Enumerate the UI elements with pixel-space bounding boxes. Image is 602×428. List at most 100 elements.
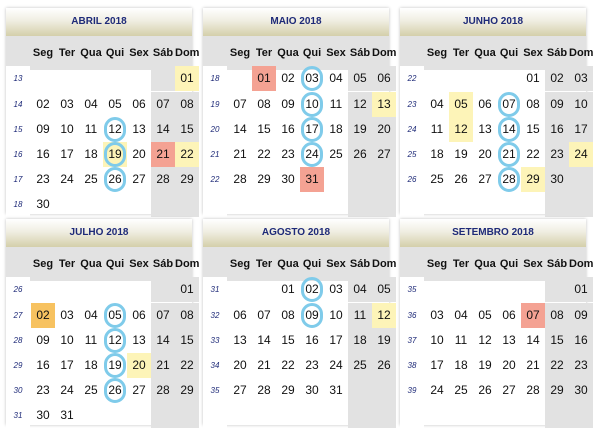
day-cell[interactable]: 13 xyxy=(132,122,146,136)
day-cell[interactable]: 26 xyxy=(103,378,127,403)
day-cell[interactable]: 10 xyxy=(569,92,593,117)
day-cell[interactable]: 29 xyxy=(175,167,199,192)
day-cell[interactable]: 29 xyxy=(521,167,545,192)
day-cell[interactable]: 07 xyxy=(151,303,175,328)
day-cell[interactable]: 16 xyxy=(569,328,593,353)
day-cell[interactable]: 29 xyxy=(257,172,271,186)
day-cell[interactable]: 10 xyxy=(329,308,343,322)
day-cell[interactable]: 01 xyxy=(526,71,540,85)
day-cell[interactable]: 18 xyxy=(348,328,372,353)
day-cell[interactable]: 06 xyxy=(132,97,146,111)
day-cell[interactable]: 17 xyxy=(430,358,444,372)
day-cell[interactable]: 21 xyxy=(526,358,540,372)
day-cell[interactable]: 09 xyxy=(36,333,50,347)
day-cell[interactable]: 04 xyxy=(84,308,98,322)
day-cell[interactable]: 23 xyxy=(545,142,569,167)
day-cell[interactable]: 01 xyxy=(175,66,199,91)
day-cell[interactable]: 23 xyxy=(305,358,319,372)
day-cell[interactable]: 20 xyxy=(127,353,151,378)
day-cell[interactable]: 04 xyxy=(329,71,343,85)
day-cell[interactable]: 03 xyxy=(329,282,343,296)
day-cell[interactable]: 19 xyxy=(478,358,492,372)
day-cell[interactable]: 12 xyxy=(372,303,396,328)
day-cell[interactable]: 25 xyxy=(84,172,98,186)
day-cell[interactable]: 02 xyxy=(31,303,55,328)
day-cell[interactable]: 10 xyxy=(430,333,444,347)
day-cell[interactable]: 01 xyxy=(175,277,199,302)
day-cell[interactable]: 24 xyxy=(60,172,74,186)
day-cell[interactable]: 11 xyxy=(84,333,98,347)
day-cell[interactable]: 03 xyxy=(60,97,74,111)
day-cell[interactable]: 09 xyxy=(36,122,50,136)
day-cell[interactable]: 13 xyxy=(233,333,247,347)
day-cell[interactable]: 13 xyxy=(372,92,396,117)
day-cell[interactable]: 05 xyxy=(478,308,492,322)
day-cell[interactable]: 20 xyxy=(233,358,247,372)
day-cell[interactable]: 02 xyxy=(281,71,295,85)
day-cell[interactable]: 30 xyxy=(36,408,50,422)
day-cell[interactable]: 08 xyxy=(257,97,271,111)
day-cell[interactable]: 28 xyxy=(257,383,271,397)
day-cell[interactable]: 15 xyxy=(545,328,569,353)
day-cell[interactable]: 16 xyxy=(545,117,569,142)
day-cell[interactable]: 12 xyxy=(478,333,492,347)
day-cell[interactable]: 06 xyxy=(372,66,396,91)
day-cell[interactable]: 24 xyxy=(60,383,74,397)
day-cell[interactable]: 29 xyxy=(281,383,295,397)
day-cell[interactable]: 16 xyxy=(281,122,295,136)
day-cell[interactable]: 01 xyxy=(569,277,593,302)
day-cell[interactable]: 23 xyxy=(569,353,593,378)
day-cell[interactable]: 23 xyxy=(36,383,50,397)
day-cell[interactable]: 04 xyxy=(348,277,372,302)
day-cell[interactable]: 30 xyxy=(281,172,295,186)
day-cell[interactable]: 27 xyxy=(132,383,146,397)
day-cell[interactable]: 19 xyxy=(372,328,396,353)
day-cell[interactable]: 27 xyxy=(233,383,247,397)
day-cell[interactable]: 14 xyxy=(151,117,175,142)
day-cell[interactable]: 30 xyxy=(569,378,593,403)
day-cell[interactable]: 25 xyxy=(454,383,468,397)
day-cell[interactable]: 23 xyxy=(36,172,50,186)
day-cell[interactable]: 12 xyxy=(103,328,127,353)
day-cell[interactable]: 15 xyxy=(257,122,271,136)
day-cell[interactable]: 07 xyxy=(497,92,521,117)
day-cell[interactable]: 05 xyxy=(348,66,372,91)
day-cell[interactable]: 23 xyxy=(281,147,295,161)
day-cell[interactable]: 22 xyxy=(526,147,540,161)
day-cell[interactable]: 21 xyxy=(233,147,247,161)
day-cell[interactable]: 19 xyxy=(103,353,127,378)
day-cell[interactable]: 07 xyxy=(151,92,175,117)
day-cell[interactable]: 25 xyxy=(84,383,98,397)
day-cell[interactable]: 24 xyxy=(569,142,593,167)
day-cell[interactable]: 21 xyxy=(151,353,175,378)
day-cell[interactable]: 10 xyxy=(60,122,74,136)
day-cell[interactable]: 26 xyxy=(478,383,492,397)
day-cell[interactable]: 04 xyxy=(84,97,98,111)
day-cell[interactable]: 20 xyxy=(372,117,396,142)
day-cell[interactable]: 19 xyxy=(454,147,468,161)
day-cell[interactable]: 08 xyxy=(175,303,199,328)
day-cell[interactable]: 24 xyxy=(300,142,324,167)
day-cell[interactable]: 17 xyxy=(300,117,324,142)
day-cell[interactable]: 09 xyxy=(281,97,295,111)
day-cell[interactable]: 06 xyxy=(233,308,247,322)
day-cell[interactable]: 06 xyxy=(478,97,492,111)
day-cell[interactable]: 15 xyxy=(175,328,199,353)
day-cell[interactable]: 21 xyxy=(257,358,271,372)
day-cell[interactable]: 26 xyxy=(372,353,396,378)
day-cell[interactable]: 05 xyxy=(449,92,473,117)
day-cell[interactable]: 22 xyxy=(257,147,271,161)
day-cell[interactable]: 11 xyxy=(84,122,98,136)
day-cell[interactable]: 31 xyxy=(300,167,324,192)
day-cell[interactable]: 20 xyxy=(478,147,492,161)
day-cell[interactable]: 17 xyxy=(60,147,74,161)
day-cell[interactable]: 22 xyxy=(175,142,199,167)
day-cell[interactable]: 03 xyxy=(300,66,324,91)
day-cell[interactable]: 28 xyxy=(151,167,175,192)
day-cell[interactable]: 28 xyxy=(151,378,175,403)
day-cell[interactable]: 30 xyxy=(36,197,50,211)
day-cell[interactable]: 11 xyxy=(454,333,468,347)
day-cell[interactable]: 14 xyxy=(233,122,247,136)
day-cell[interactable]: 19 xyxy=(348,117,372,142)
day-cell[interactable]: 13 xyxy=(132,333,146,347)
